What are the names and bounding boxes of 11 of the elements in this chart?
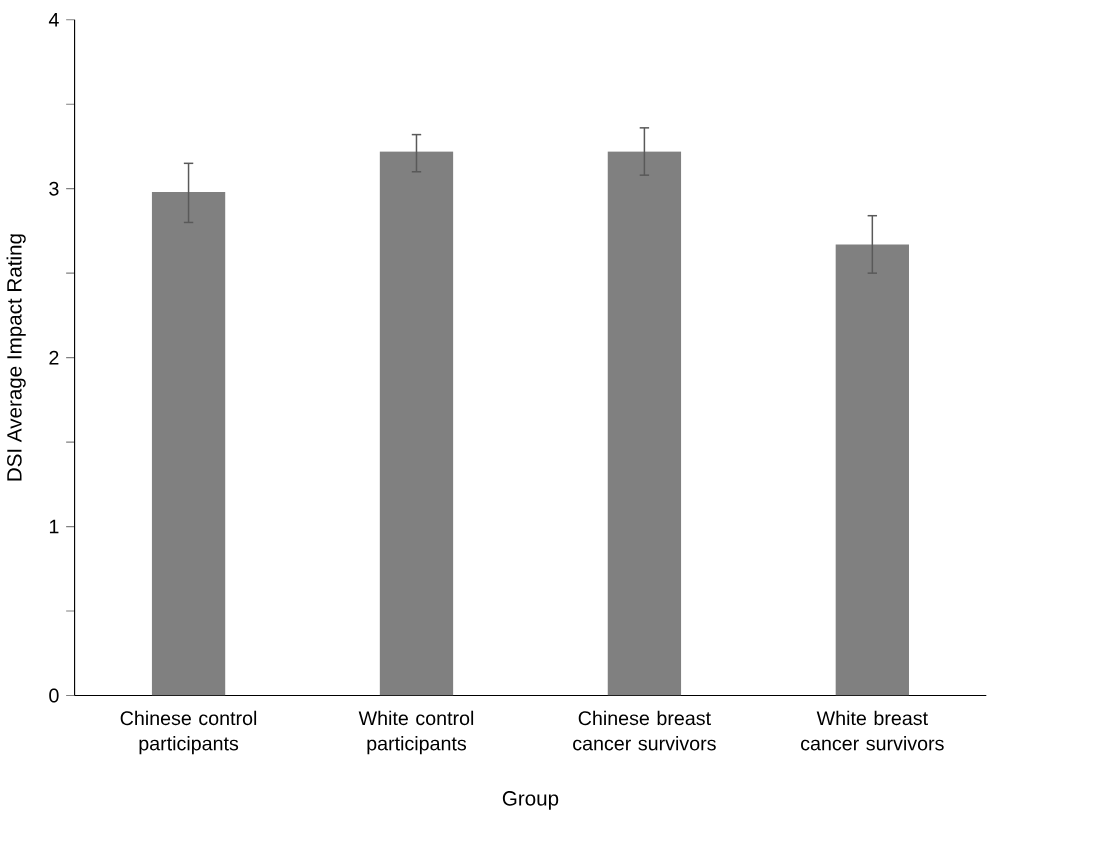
x-tick-label: Chinese breast cancer survivors <box>573 710 716 751</box>
x-tick-label: Chinese control participants <box>120 710 257 755</box>
y-tick-label: 0 <box>49 688 59 703</box>
x-axis-title: Group <box>502 791 559 810</box>
y-tick-label: 2 <box>49 350 59 365</box>
x-tick-label: White control participants <box>358 710 474 755</box>
y-tick-label: 3 <box>49 181 59 196</box>
x-tick-label: White breast cancer survivors <box>801 710 944 751</box>
y-axis-title: DSI Average Impact Rating <box>6 234 26 481</box>
y-tick-label: 4 <box>48 13 59 27</box>
y-tick-label: 1 <box>49 520 59 534</box>
